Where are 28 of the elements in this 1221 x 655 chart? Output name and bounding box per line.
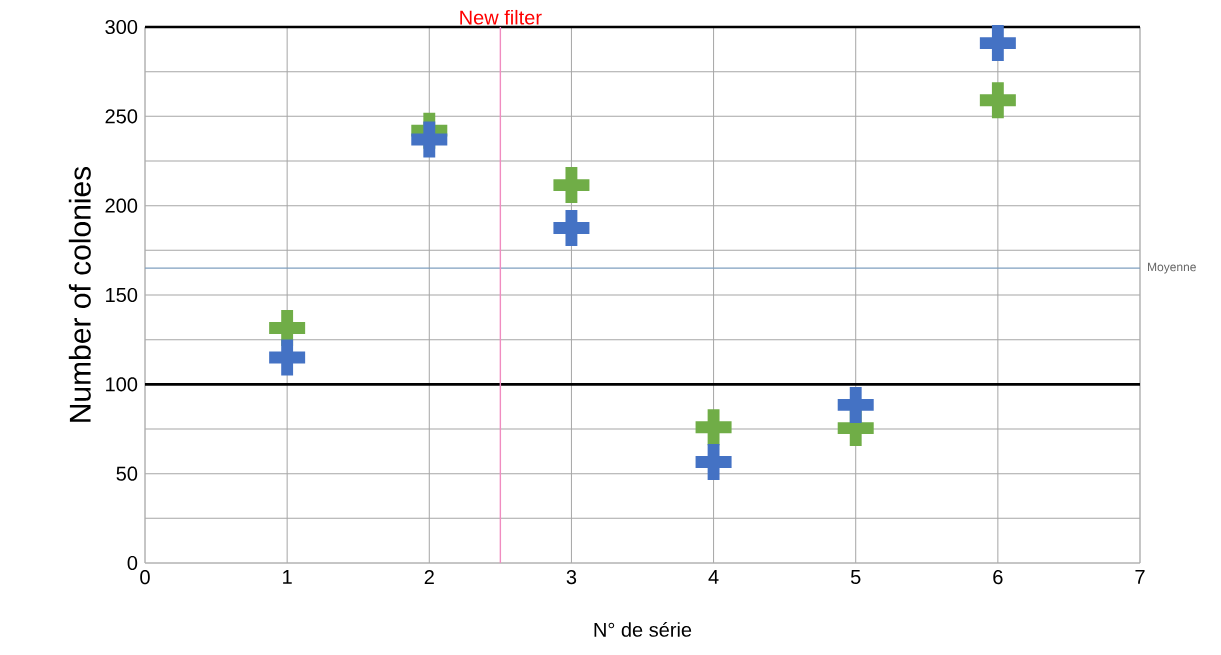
x-tick-label: 5 (850, 570, 861, 585)
x-tick-label: 2 (424, 570, 434, 585)
x-tick-label: 4 (708, 570, 719, 584)
y-axis-title: Number of colonies (68, 166, 91, 422)
point (695, 409, 732, 446)
y-tick-label: 50 (116, 466, 138, 481)
point (695, 444, 732, 481)
point (837, 386, 874, 423)
x-tick-label: 6 (993, 570, 1003, 585)
ref-line-label: Moyenne (1148, 262, 1196, 274)
point (411, 121, 448, 158)
point (553, 210, 590, 246)
y-tick-label: 100 (106, 377, 138, 392)
y-tick-label: 150 (106, 287, 138, 303)
ref-line-label: New filter (460, 9, 542, 25)
y-tick-label: 250 (105, 109, 138, 124)
x-tick-label: 0 (140, 570, 150, 585)
point (269, 339, 306, 376)
y-tick-label: 0 (127, 555, 138, 571)
y-tick-label: 300 (105, 19, 138, 35)
point (553, 167, 590, 204)
x-tick-label: 7 (1135, 570, 1145, 584)
x-tick-label: 3 (566, 570, 577, 585)
point (979, 25, 1016, 62)
x-axis-title: N° de série (594, 621, 692, 637)
y-tick-label: 200 (105, 198, 138, 213)
point (979, 82, 1016, 119)
x-tick-label: 1 (283, 570, 292, 584)
